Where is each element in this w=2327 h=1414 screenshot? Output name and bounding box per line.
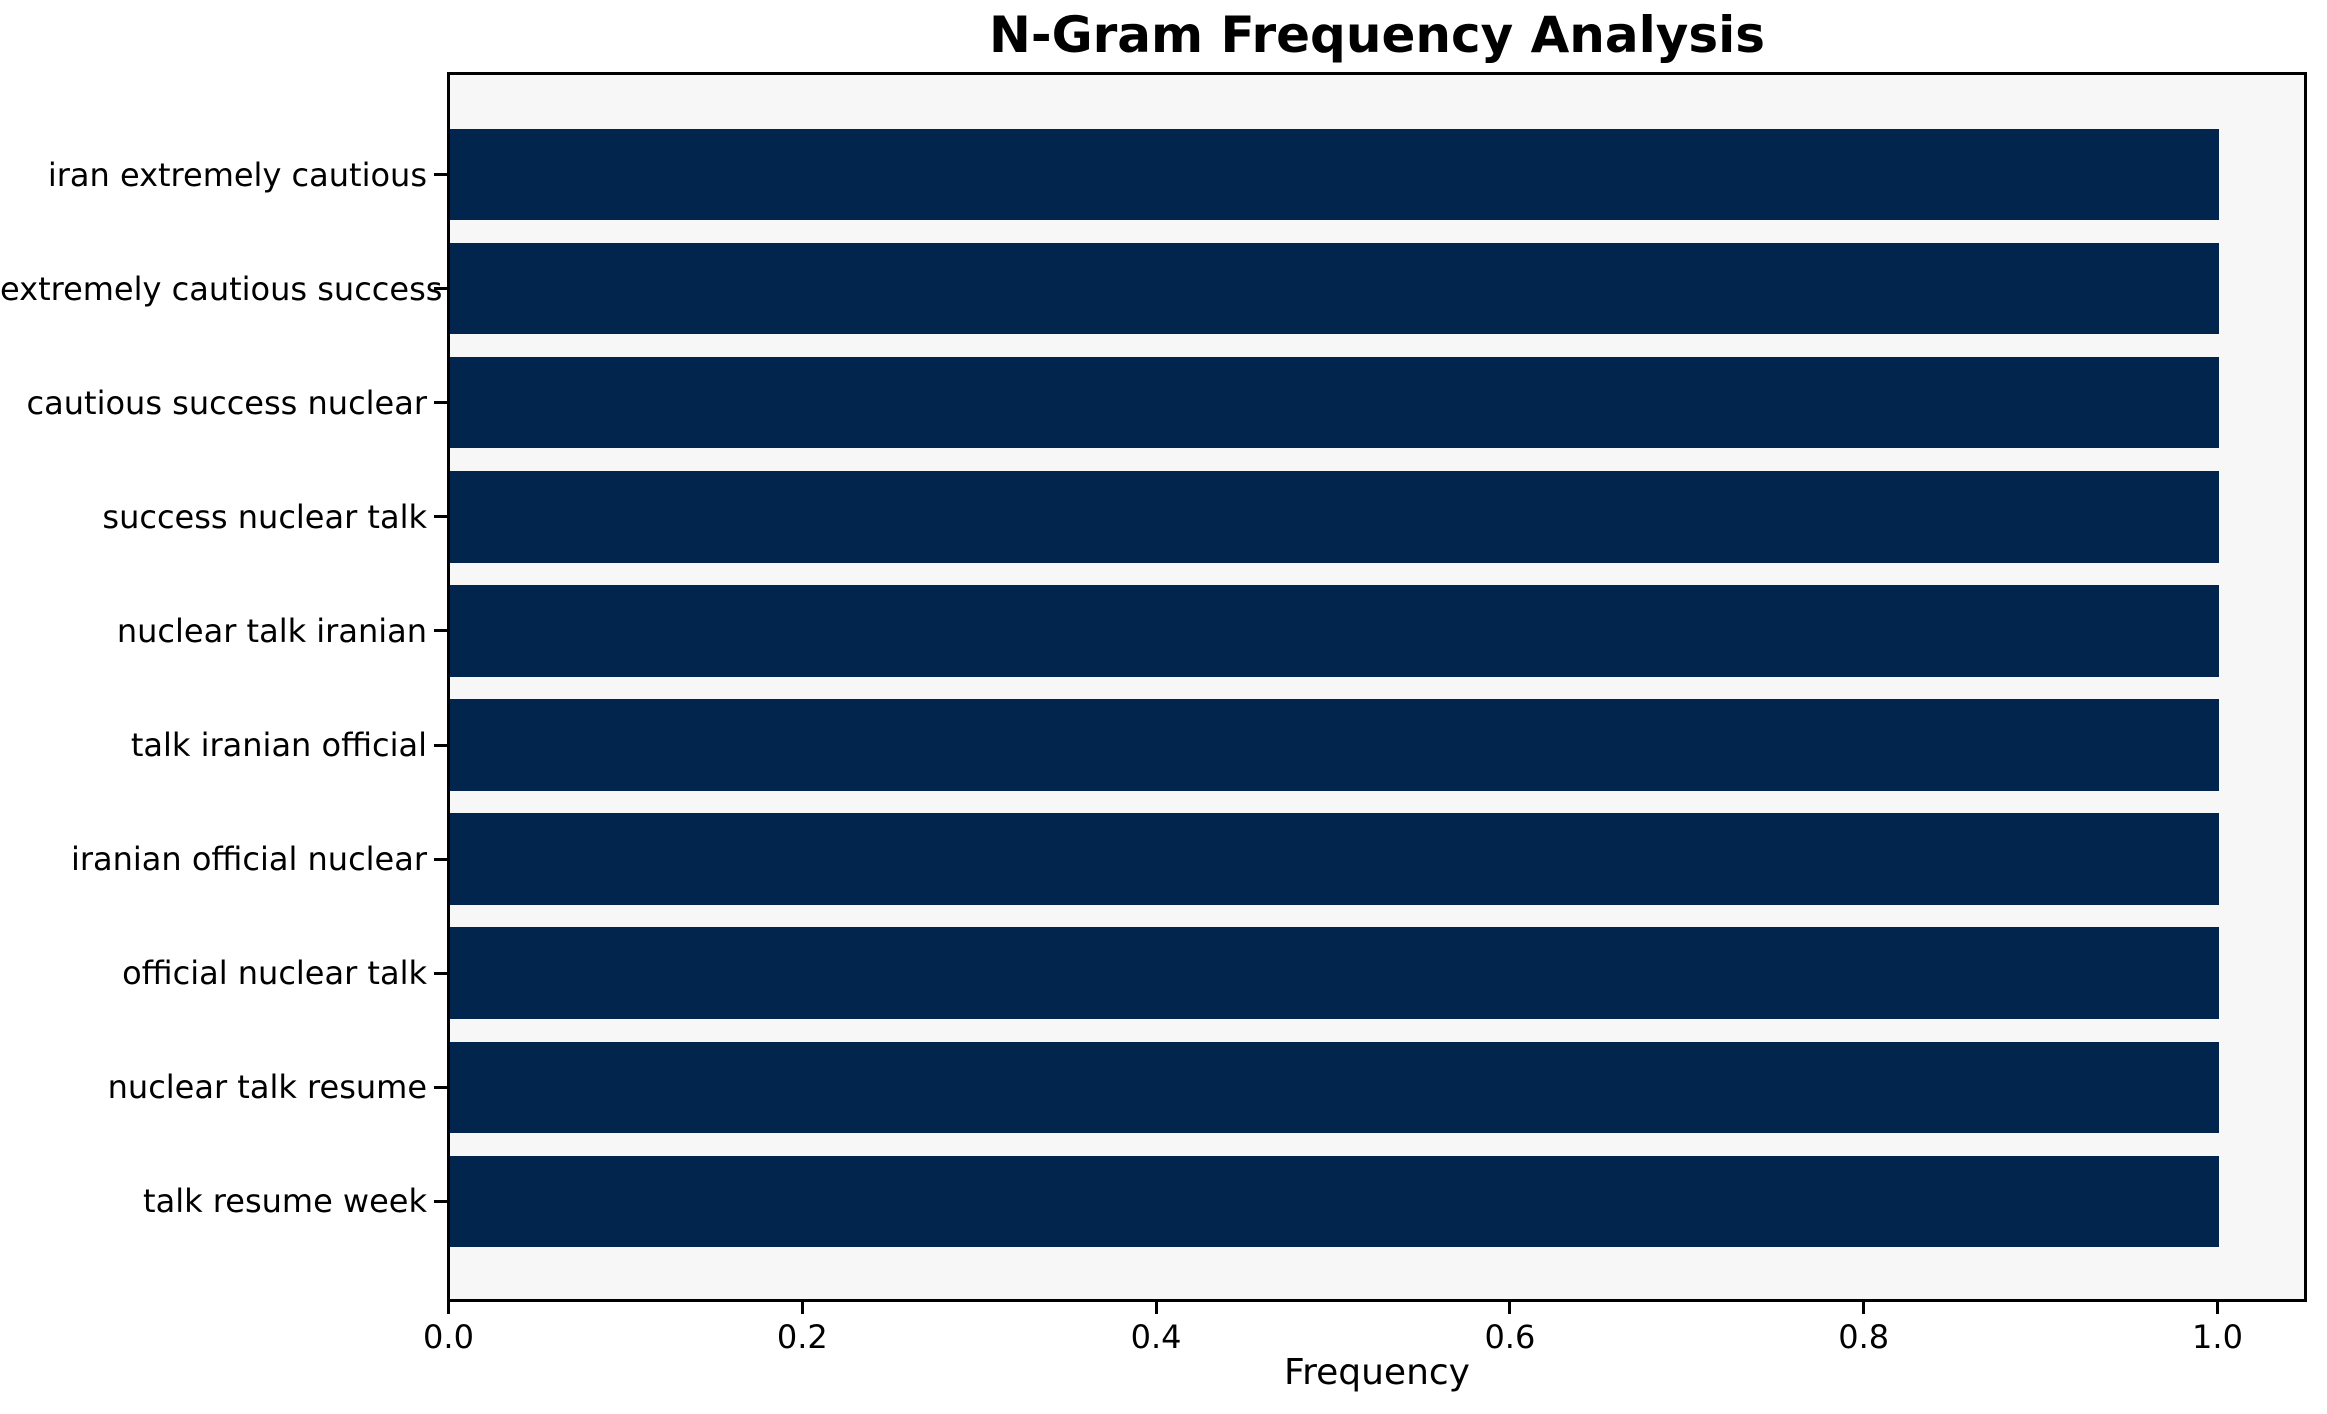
x-tick-mark [1862, 1302, 1866, 1314]
bar [450, 813, 2219, 905]
y-tick-label: nuclear talk resume [107, 1068, 427, 1107]
x-tick-mark [2216, 1302, 2219, 1314]
bar [450, 585, 2219, 677]
x-tick-mark [800, 1302, 804, 1314]
x-tick-mark [447, 1302, 450, 1314]
bar [450, 927, 2219, 1019]
y-tick-label: extremely cautious success [0, 269, 443, 308]
y-tick-label: iranian official nuclear [70, 840, 427, 879]
x-tick-label: 0.4 [1130, 1318, 1182, 1356]
bar [450, 699, 2219, 791]
y-tick-mark [434, 1199, 447, 1203]
bar [450, 471, 2219, 563]
y-tick-label: cautious success nuclear [26, 383, 427, 422]
bar [450, 1041, 2219, 1134]
y-tick-label: iran extremely cautious [47, 155, 427, 194]
y-tick-label: nuclear talk iranian [116, 611, 427, 650]
y-tick-mark [434, 743, 447, 747]
y-tick-mark [434, 629, 447, 633]
bar [450, 242, 2219, 335]
x-tick-label: 0.2 [776, 1318, 828, 1356]
y-tick-mark [434, 515, 447, 519]
x-tick-label: 0.6 [1484, 1318, 1536, 1356]
y-tick-mark [434, 401, 447, 405]
y-tick-label: official nuclear talk [122, 954, 427, 993]
chart-title: N-Gram Frequency Analysis [988, 6, 1766, 64]
y-tick-mark [434, 1085, 447, 1089]
y-tick-mark [434, 971, 447, 975]
x-tick-label: 0.8 [1838, 1318, 1890, 1356]
y-tick-mark [434, 287, 447, 291]
x-tick-label: 0.0 [423, 1318, 474, 1356]
y-tick-label: talk resume week [143, 1182, 427, 1221]
y-tick-mark [434, 857, 447, 861]
x-tick-mark [1154, 1302, 1158, 1314]
y-tick-mark [434, 173, 447, 176]
bar [450, 356, 2219, 449]
x-tick-mark [1508, 1302, 1512, 1314]
bar [450, 1155, 2219, 1248]
y-tick-label: talk iranian official [130, 726, 427, 764]
plot-area [447, 72, 2307, 1302]
x-tick-label: 1.0 [2192, 1318, 2243, 1356]
x-axis-label: Frequency [1284, 1352, 1470, 1393]
y-tick-label: success nuclear talk [102, 497, 427, 536]
bar [450, 128, 2219, 221]
